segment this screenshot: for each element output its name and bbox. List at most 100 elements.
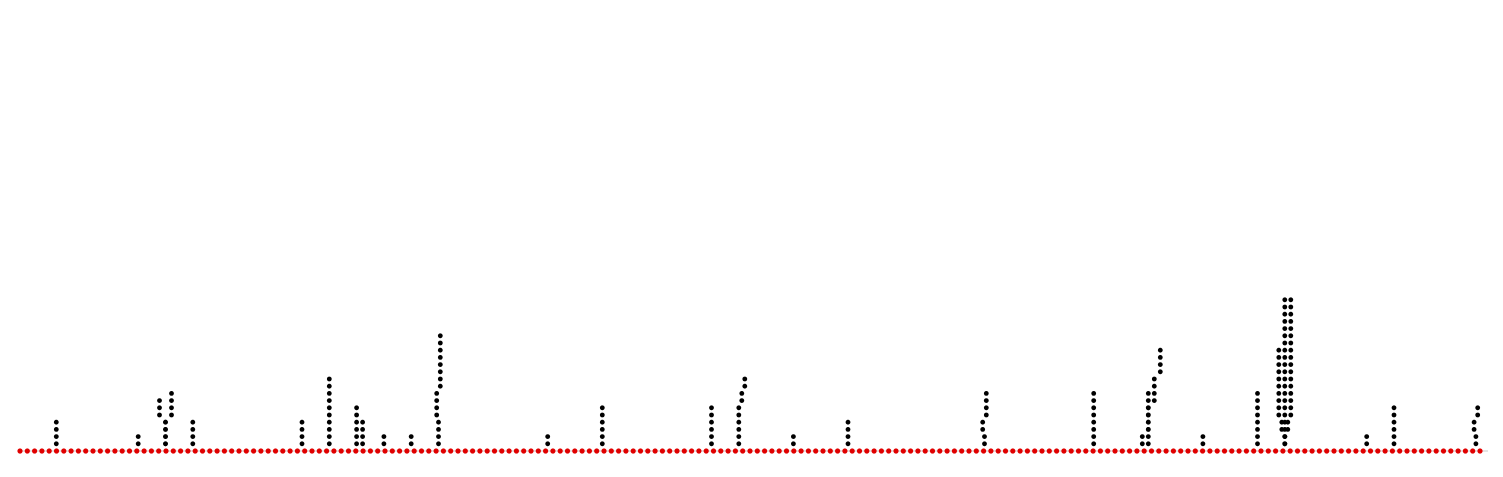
tree-node (299, 441, 305, 447)
tree-node (791, 441, 796, 447)
tree-node (736, 441, 742, 447)
root-node (703, 448, 709, 454)
tree-node (1471, 427, 1477, 432)
tree-node (1255, 434, 1260, 439)
root-node (988, 448, 994, 454)
root-node (280, 448, 286, 454)
tree-node (53, 434, 59, 439)
root-node (243, 448, 249, 454)
tree-node (299, 434, 305, 439)
root-node (302, 448, 308, 454)
tree-node (1282, 427, 1288, 432)
tree-node (1288, 405, 1294, 411)
tree-node (1276, 347, 1282, 353)
root-node (820, 448, 826, 454)
root-node (886, 448, 892, 454)
root-node (1214, 448, 1220, 454)
root-node (878, 448, 885, 454)
root-node (477, 448, 483, 454)
tree-node (1288, 340, 1294, 346)
tree-node (1282, 383, 1288, 389)
root-node (805, 448, 812, 454)
tree-node (1255, 398, 1260, 403)
root-node (1002, 448, 1009, 454)
root-node (83, 448, 89, 454)
root-node (119, 448, 125, 454)
tree-node (1282, 412, 1288, 418)
root-node (564, 448, 571, 454)
root-node (842, 448, 848, 454)
tree-node (1288, 347, 1294, 353)
root-node (31, 448, 38, 454)
tree-node (1288, 376, 1294, 382)
tree-node (434, 405, 440, 411)
root-node (1141, 448, 1147, 454)
root-node (1127, 448, 1133, 454)
tree-node (736, 427, 742, 432)
root-node (207, 448, 213, 454)
root-node (535, 448, 541, 454)
root-node (462, 448, 468, 454)
tree-node (437, 340, 443, 346)
tree-node (1139, 441, 1145, 447)
root-node (170, 448, 176, 454)
root-nodes (17, 448, 1483, 454)
root-node (900, 448, 906, 454)
tree-node (1288, 333, 1294, 339)
tree-node (1282, 319, 1288, 324)
tree-node (1145, 398, 1151, 403)
root-node (367, 448, 373, 454)
tree-node (53, 419, 59, 425)
tree-node (1200, 434, 1206, 439)
root-node (732, 448, 739, 454)
tree-node (1255, 441, 1260, 447)
root-node (1148, 448, 1155, 454)
tree-node (408, 434, 414, 439)
tree-node (1288, 355, 1294, 360)
root-node (1105, 448, 1111, 454)
tree-node (299, 427, 305, 432)
tree-node (434, 398, 440, 403)
tree-node (1288, 369, 1294, 375)
root-node (521, 448, 527, 454)
root-node (491, 448, 498, 454)
root-node (1097, 448, 1103, 454)
tree-node (1145, 412, 1151, 418)
root-node (1477, 448, 1483, 454)
tree-node (1282, 297, 1288, 303)
tree-node (791, 434, 796, 439)
root-node (499, 448, 505, 454)
root-node (17, 448, 23, 454)
tree-node (1391, 412, 1397, 418)
root-node (586, 448, 593, 454)
root-node (1287, 448, 1293, 454)
tree-node (1391, 441, 1397, 447)
tree-node (983, 398, 989, 403)
tree-node (1282, 441, 1288, 447)
root-node (849, 448, 855, 454)
tree-node (436, 441, 441, 447)
tree-node (1157, 347, 1163, 353)
root-node (827, 448, 833, 454)
root-node (754, 448, 760, 454)
tree-node (1091, 427, 1097, 432)
tree-node (1276, 391, 1282, 396)
tree-node (845, 419, 851, 425)
root-node (1075, 448, 1082, 454)
root-node (199, 448, 206, 454)
root-node (1324, 448, 1330, 454)
root-node (90, 448, 96, 454)
root-node (1200, 448, 1206, 454)
tree-node (599, 441, 605, 447)
tree-node (709, 441, 714, 447)
tree-node (983, 412, 989, 418)
tree-node (1288, 362, 1294, 367)
root-node (594, 448, 600, 454)
root-node (908, 448, 914, 454)
tree-node (980, 419, 986, 425)
root-node (397, 448, 403, 454)
tree-node (326, 398, 332, 403)
tree-node (545, 434, 551, 439)
tree-node (299, 419, 305, 425)
tree-node (437, 369, 443, 375)
